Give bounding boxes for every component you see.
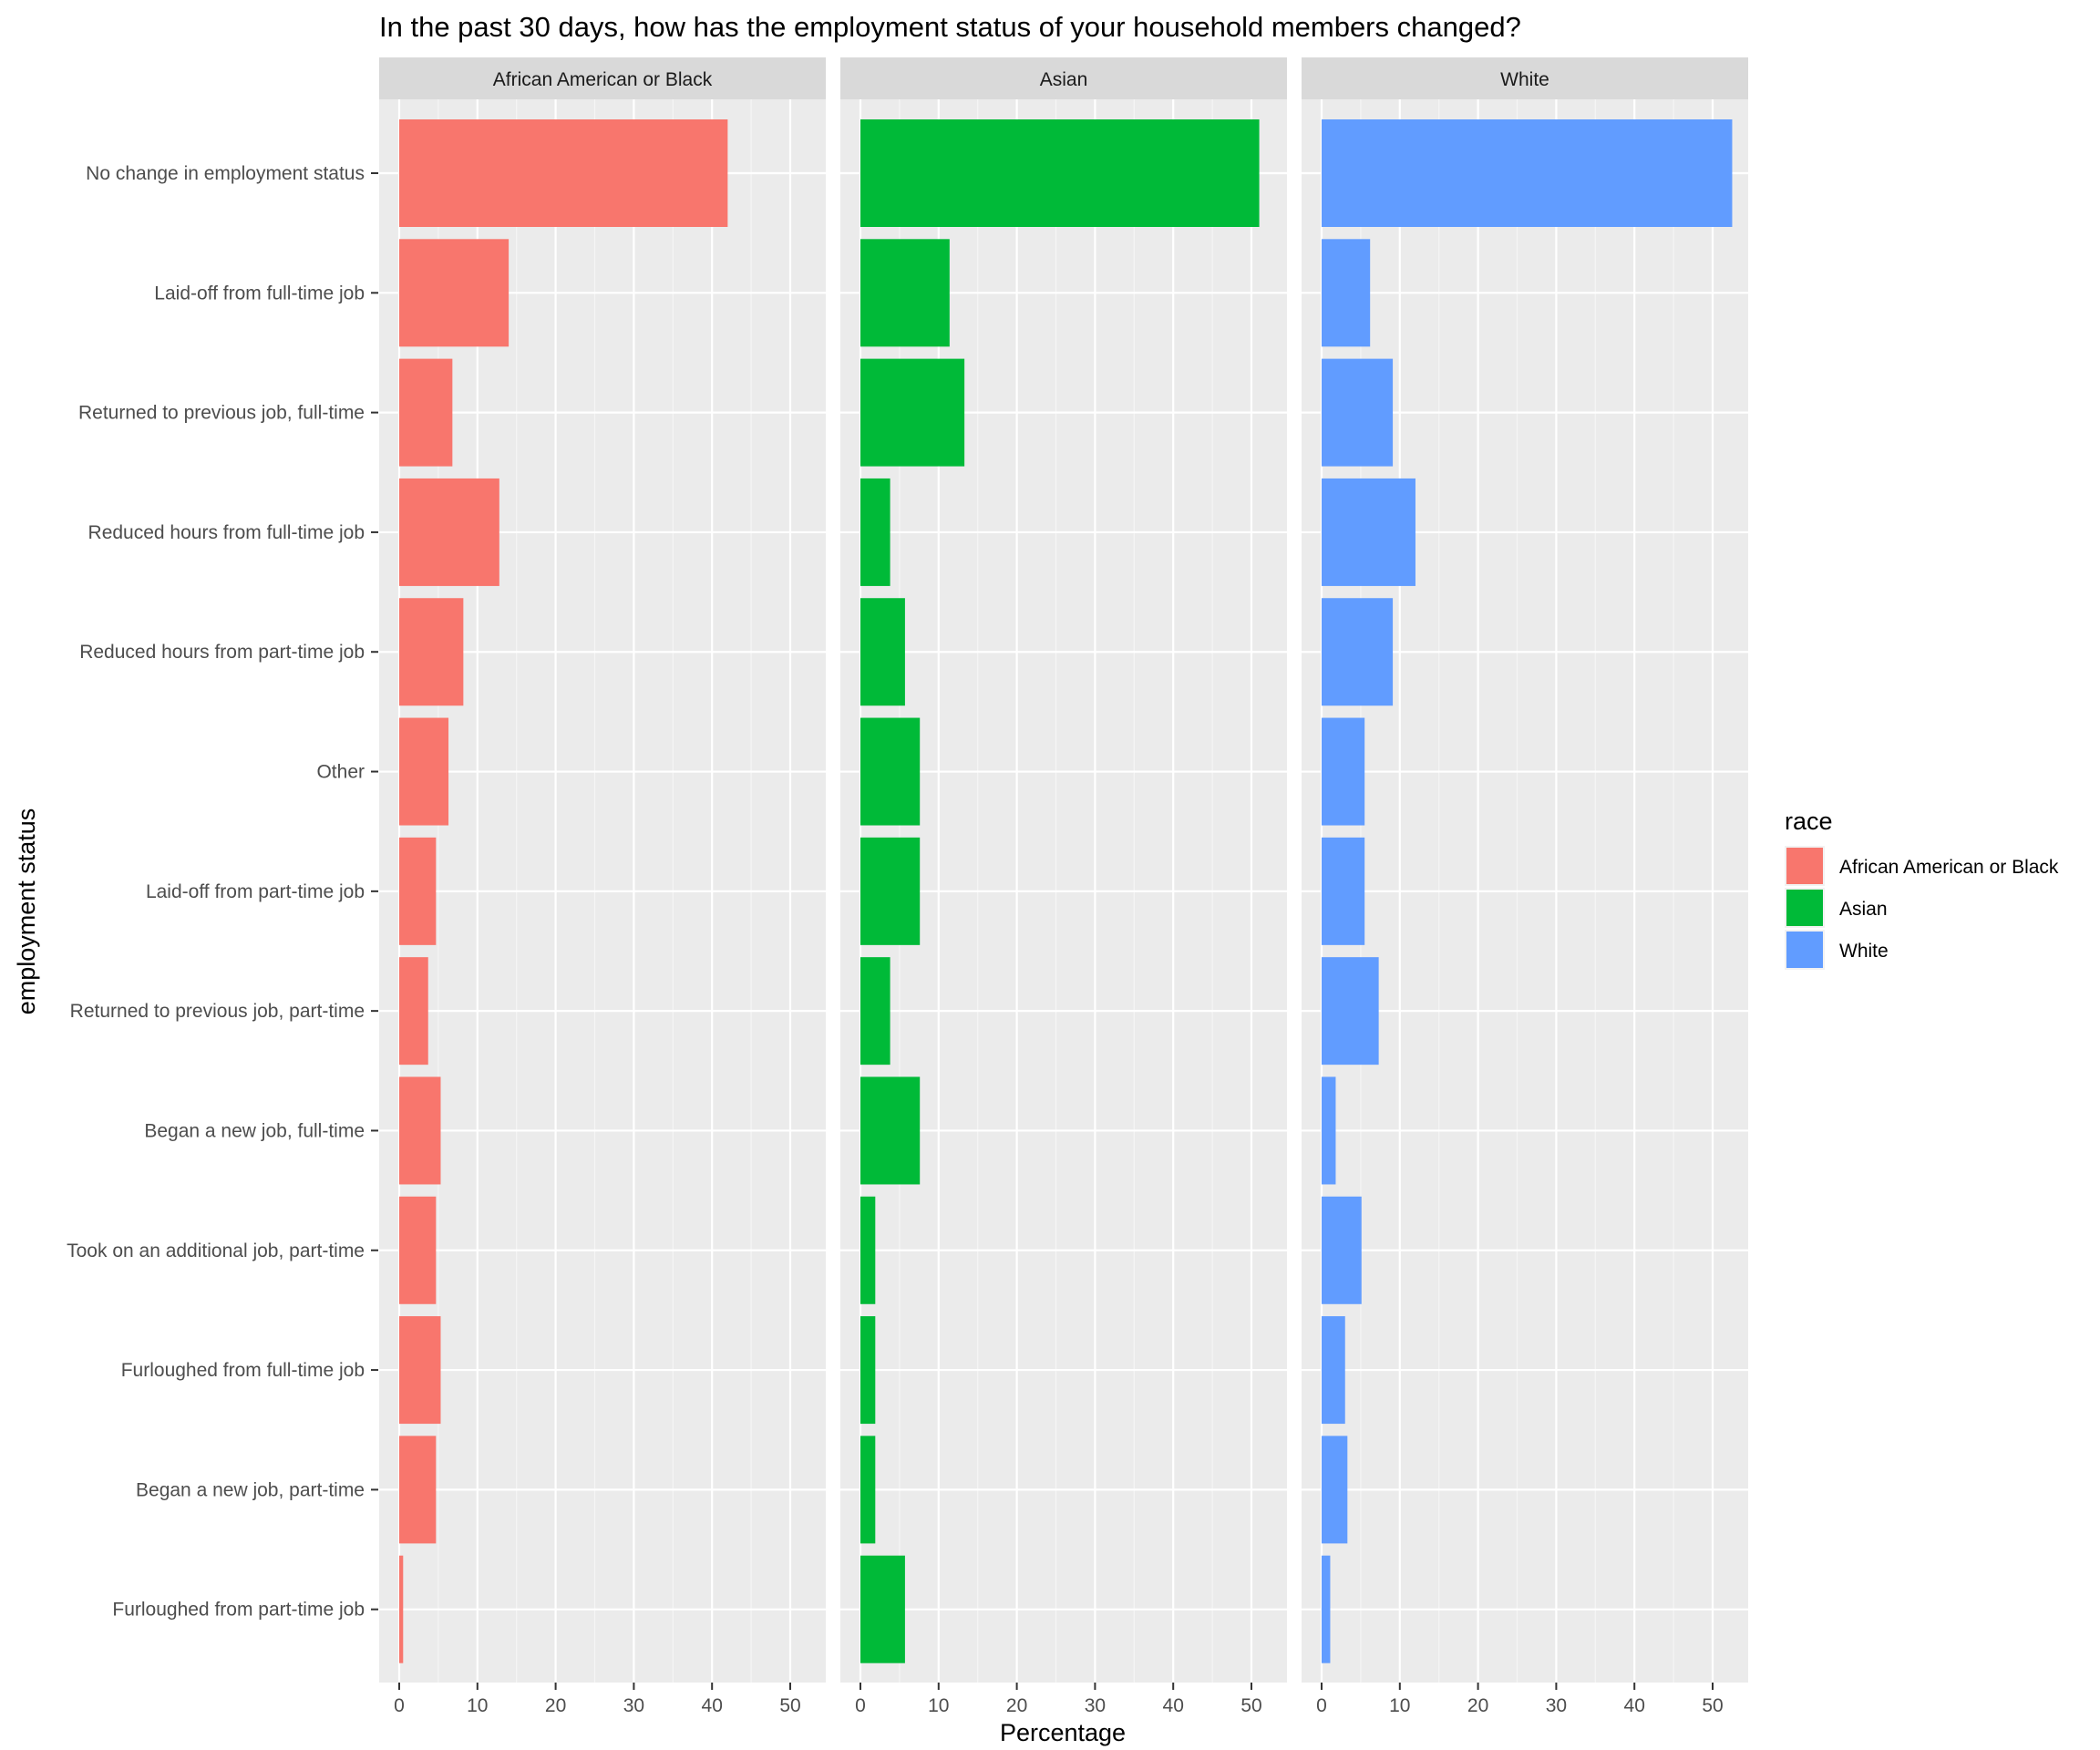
category-label: Returned to previous job, part-time [70, 1001, 365, 1022]
x-tick-label: 40 [702, 1695, 723, 1716]
bar-african-american-or-black-furloughed-from-full-time-job [399, 1316, 441, 1425]
bar-white-returned-to-previous-job-full-time [1322, 358, 1394, 467]
facet-strip-label: White [1500, 69, 1549, 90]
legend-label: African American or Black [1839, 857, 2059, 878]
category-label: Began a new job, part-time [136, 1479, 365, 1500]
category-label: Returned to previous job, full-time [78, 403, 365, 424]
bar-african-american-or-black-reduced-hours-from-part-time-job [399, 598, 464, 706]
x-tick-label: 50 [1702, 1695, 1723, 1716]
bar-african-american-or-black-took-on-an-additional-job-part-time [399, 1196, 437, 1304]
x-tick-label: 30 [1546, 1695, 1567, 1716]
bar-african-american-or-black-returned-to-previous-job-part-time [399, 957, 428, 1065]
bar-african-american-or-black-no-change-in-employment-status [399, 119, 728, 227]
x-tick-label: 10 [928, 1695, 949, 1716]
bar-white-furloughed-from-part-time-job [1322, 1555, 1331, 1663]
legend-swatch-white [1786, 932, 1823, 968]
bar-asian-began-a-new-job-full-time [860, 1076, 921, 1185]
bar-asian-laid-off-from-full-time-job [860, 239, 950, 347]
category-label: Other [316, 762, 365, 783]
legend: race African American or Black Asian White [1785, 808, 2059, 970]
bar-white-furloughed-from-full-time-job [1322, 1316, 1345, 1425]
x-tick-label: 50 [1240, 1695, 1261, 1716]
legend-title: race [1785, 808, 1833, 835]
x-tick-label: 20 [545, 1695, 566, 1716]
bar-white-reduced-hours-from-part-time-job [1322, 598, 1394, 706]
bar-asian-laid-off-from-part-time-job [860, 837, 921, 945]
x-tick-label: 40 [1163, 1695, 1184, 1716]
x-tick-label: 0 [394, 1695, 405, 1716]
bar-white-no-change-in-employment-status [1322, 119, 1733, 227]
panel-asian: Asian 0 10 20 30 40 50 [840, 57, 1287, 1716]
bar-asian-returned-to-previous-job-part-time [860, 957, 890, 1065]
bar-asian-returned-to-previous-job-full-time [860, 358, 965, 467]
bar-african-american-or-black-returned-to-previous-job-full-time [399, 358, 453, 467]
category-label: Began a new job, full-time [144, 1120, 365, 1141]
bar-asian-other [860, 717, 921, 826]
x-tick-label: 30 [623, 1695, 644, 1716]
legend-swatch-african-american-or-black [1786, 848, 1823, 884]
bar-african-american-or-black-other [399, 717, 449, 826]
legend-label: White [1839, 941, 1889, 962]
category-label: Furloughed from part-time job [112, 1600, 365, 1621]
facet-strip-label: Asian [1040, 69, 1088, 90]
x-tick-label: 30 [1085, 1695, 1106, 1716]
panel-african-american-or-black: African American or Black 0 10 20 30 40 50 [379, 57, 826, 1716]
bar-asian-reduced-hours-from-full-time-job [860, 478, 890, 586]
facet-strip-label: African American or Black [493, 69, 713, 90]
x-tick-label: 40 [1624, 1695, 1645, 1716]
x-tick-label: 20 [1006, 1695, 1027, 1716]
bar-white-began-a-new-job-full-time [1322, 1076, 1336, 1185]
facet-strip [840, 57, 1287, 99]
bar-white-other [1322, 717, 1365, 826]
bar-asian-no-change-in-employment-status [860, 119, 1260, 227]
category-label: No change in employment status [86, 163, 365, 184]
legend-label: Asian [1839, 899, 1888, 920]
bar-african-american-or-black-laid-off-from-part-time-job [399, 837, 437, 945]
bar-asian-began-a-new-job-part-time [860, 1436, 876, 1544]
bar-asian-furloughed-from-part-time-job [860, 1555, 905, 1663]
bar-african-american-or-black-began-a-new-job-full-time [399, 1076, 441, 1185]
x-tick-label: 0 [855, 1695, 866, 1716]
category-label: Reduced hours from part-time job [79, 642, 365, 663]
bar-african-american-or-black-began-a-new-job-part-time [399, 1436, 437, 1544]
bar-asian-took-on-an-additional-job-part-time [860, 1196, 876, 1304]
bar-asian-furloughed-from-full-time-job [860, 1316, 876, 1425]
bar-white-laid-off-from-full-time-job [1322, 239, 1371, 347]
facet-strip [1302, 57, 1748, 99]
bar-white-began-a-new-job-part-time [1322, 1436, 1348, 1544]
category-label: Furloughed from full-time job [121, 1360, 365, 1381]
bar-african-american-or-black-furloughed-from-part-time-job [399, 1555, 404, 1663]
x-tick-label: 50 [779, 1695, 800, 1716]
bar-white-laid-off-from-part-time-job [1322, 837, 1365, 945]
bar-african-american-or-black-reduced-hours-from-full-time-job [399, 478, 499, 586]
category-axis: No change in employment status Laid-off f… [67, 163, 378, 1621]
panel-white: White 0 10 20 30 40 50 [1302, 57, 1748, 1716]
category-label: Laid-off from part-time job [146, 881, 365, 902]
legend-swatch-asian [1786, 890, 1823, 926]
bar-white-took-on-an-additional-job-part-time [1322, 1196, 1362, 1304]
x-tick-label: 0 [1316, 1695, 1327, 1716]
x-tick-label: 20 [1467, 1695, 1488, 1716]
category-label: Took on an additional job, part-time [67, 1240, 365, 1261]
category-label: Reduced hours from full-time job [88, 522, 365, 543]
x-tick-label: 10 [467, 1695, 488, 1716]
chart-title: In the past 30 days, how has the employm… [379, 11, 1521, 43]
x-tick-label: 10 [1389, 1695, 1410, 1716]
bar-asian-reduced-hours-from-part-time-job [860, 598, 905, 706]
bar-white-returned-to-previous-job-part-time [1322, 957, 1379, 1065]
x-axis-title: Percentage [1000, 1719, 1126, 1746]
facet-strip [379, 57, 826, 99]
bar-white-reduced-hours-from-full-time-job [1322, 478, 1415, 586]
y-axis-title: employment status [13, 808, 40, 1015]
category-label: Laid-off from full-time job [154, 283, 365, 304]
bar-african-american-or-black-laid-off-from-full-time-job [399, 239, 510, 347]
